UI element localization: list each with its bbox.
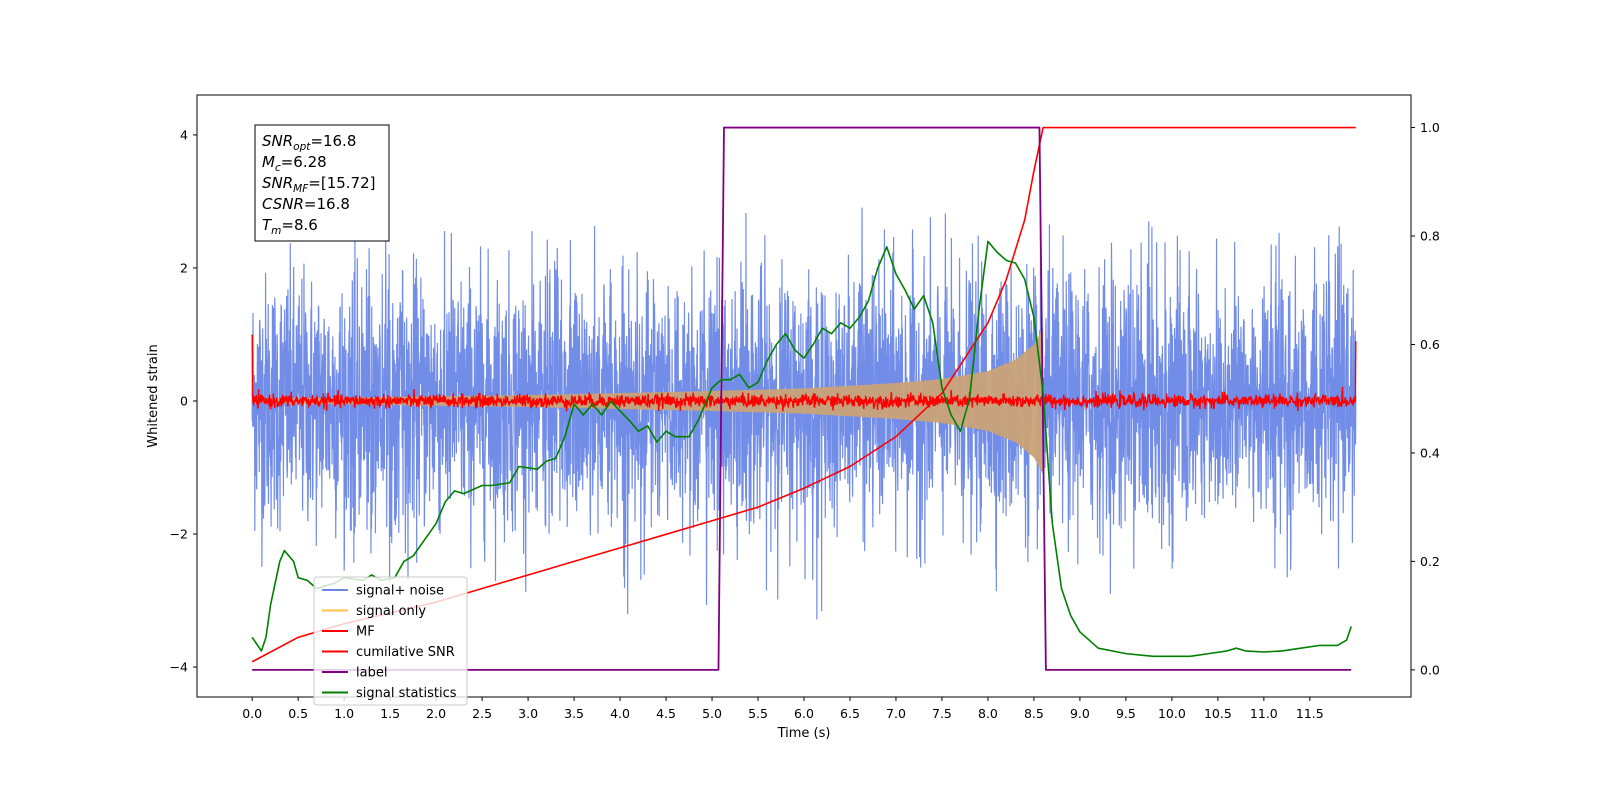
series-signal-plus-noise bbox=[251, 207, 1357, 620]
stats-line: Mc=6.28 bbox=[262, 153, 327, 174]
x-tick-label: 9.5 bbox=[1116, 706, 1136, 721]
stats-line: Tm=8.6 bbox=[262, 216, 318, 237]
y-axis-right: 0.0 0.2 0.4 0.6 0.8 1.0 bbox=[1411, 120, 1440, 677]
stats-line: SNRopt=16.8 bbox=[262, 132, 356, 153]
x-tick-label: 1.0 bbox=[334, 706, 354, 721]
stats-annotation-box: SNRopt=16.8Mc=6.28SNRMF=[15.72]CSNR=16.8… bbox=[254, 124, 390, 242]
y-tick-label: −4 bbox=[170, 660, 188, 675]
x-axis: 0.0 0.5 1.0 1.5 2.0 2.5 3.0 3.5 4.0 4.5 5.0 5.5 6.0 6… bbox=[242, 697, 1324, 721]
stats-box-frame bbox=[254, 124, 390, 242]
y-axis-label: Whitened strain bbox=[146, 344, 161, 447]
x-tick-label: 10.0 bbox=[1158, 706, 1186, 721]
x-tick-label: 2.0 bbox=[426, 706, 446, 721]
x-tick-label: 5.0 bbox=[702, 706, 722, 721]
legend-label: MF bbox=[356, 625, 375, 640]
x-tick-label: 2.5 bbox=[472, 706, 492, 721]
x-axis-label: Time (s) bbox=[777, 726, 831, 741]
legend: signal+ noise signal only MF cumilative SNR… bbox=[313, 576, 468, 706]
legend-label: cumilative SNR bbox=[356, 645, 455, 660]
legend-label: signal only bbox=[356, 604, 426, 619]
x-tick-label: 7.5 bbox=[932, 706, 952, 721]
x-tick-label: 8.5 bbox=[1024, 706, 1044, 721]
y2-tick-label: 0.0 bbox=[1420, 662, 1440, 677]
series-label bbox=[252, 126, 1352, 671]
y2-tick-label: 1.0 bbox=[1420, 120, 1440, 135]
x-tick-label: 11.0 bbox=[1250, 706, 1278, 721]
y2-tick-label: 0.4 bbox=[1420, 445, 1440, 460]
series-mf bbox=[251, 334, 1357, 412]
x-tick-label: 3.0 bbox=[518, 706, 538, 721]
stats-line: CSNR=16.8 bbox=[262, 195, 350, 213]
x-tick-label: 0.0 bbox=[242, 706, 262, 721]
x-tick-label: 11.5 bbox=[1296, 706, 1324, 721]
stats-line: SNRMF=[15.72] bbox=[262, 174, 376, 195]
y-tick-label: 4 bbox=[180, 127, 188, 142]
x-tick-label: 8.0 bbox=[978, 706, 998, 721]
y-axis-left: −4 −2 0 2 4 bbox=[170, 127, 197, 675]
legend-label: signal+ noise bbox=[356, 584, 444, 599]
x-tick-label: 6.5 bbox=[840, 706, 860, 721]
y2-tick-label: 0.8 bbox=[1420, 229, 1440, 244]
y-tick-label: 0 bbox=[180, 393, 188, 408]
x-tick-label: 3.5 bbox=[564, 706, 584, 721]
y-tick-label: 2 bbox=[180, 260, 188, 275]
legend-label: label bbox=[356, 666, 387, 681]
y-tick-label: −2 bbox=[170, 527, 188, 542]
x-tick-label: 0.5 bbox=[288, 706, 308, 721]
x-tick-label: 4.5 bbox=[656, 706, 676, 721]
legend-frame bbox=[313, 576, 468, 706]
x-tick-label: 6.0 bbox=[794, 706, 814, 721]
legend-label: signal statistics bbox=[356, 686, 457, 701]
series-signal-statistics bbox=[251, 240, 1352, 658]
x-tick-label: 1.5 bbox=[380, 706, 400, 721]
y2-tick-label: 0.6 bbox=[1420, 337, 1440, 352]
x-tick-label: 7.0 bbox=[886, 706, 906, 721]
x-tick-label: 10.5 bbox=[1204, 706, 1232, 721]
x-tick-label: 9.0 bbox=[1070, 706, 1090, 721]
x-tick-label: 4.0 bbox=[610, 706, 630, 721]
x-tick-label: 5.5 bbox=[748, 706, 768, 721]
y2-tick-label: 0.2 bbox=[1420, 554, 1440, 569]
